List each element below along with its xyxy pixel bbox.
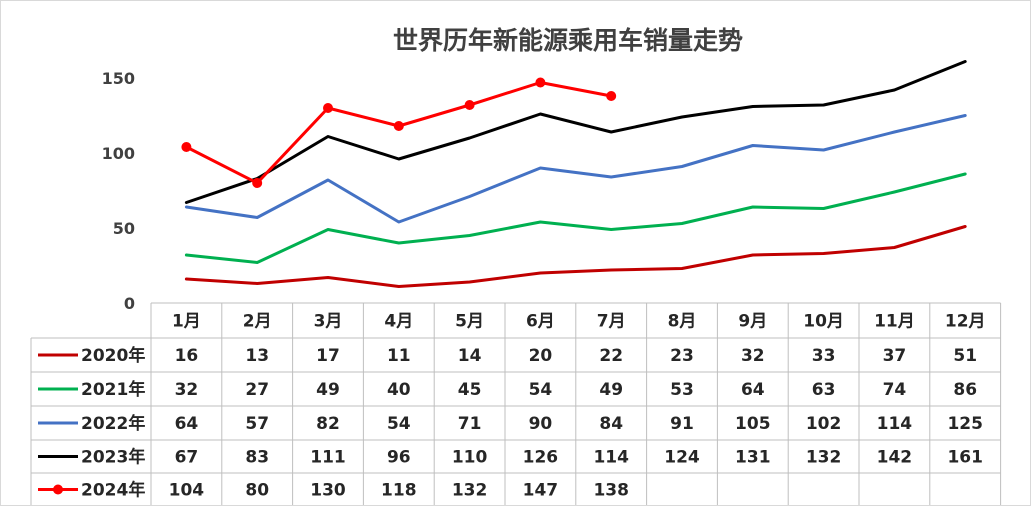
data-label: 63 [812,380,836,400]
data-label: 54 [529,380,553,400]
data-label: 111 [310,448,346,468]
category-label: 11月 [874,312,915,332]
data-label: 131 [735,448,771,468]
y-tick-label: 50 [113,219,135,238]
data-label: 126 [523,448,559,468]
data-label: 14 [458,346,482,366]
y-tick-label: 0 [124,294,135,313]
category-label: 10月 [803,312,844,332]
category-label: 3月 [314,312,343,332]
data-label: 130 [310,481,346,501]
data-label: 13 [245,346,269,366]
data-label: 118 [381,481,417,501]
chart-title: 世界历年新能源乘用车销量走势 [393,26,743,55]
category-label: 12月 [945,312,986,332]
data-label: 138 [593,481,629,501]
data-label: 82 [316,414,340,434]
series-point [393,121,404,131]
data-label: 17 [316,346,340,366]
series-point [323,103,333,113]
series-point [252,178,263,188]
data-label: 90 [529,414,553,434]
data-label: 49 [316,380,340,400]
data-label: 64 [741,380,765,400]
data-label: 80 [245,481,269,501]
data-label: 64 [175,414,199,434]
data-label: 74 [883,380,907,400]
series-point [606,91,617,101]
legend-label: 2022年 [81,413,145,434]
data-label: 22 [599,346,623,366]
data-label: 33 [812,346,836,366]
category-label: 1月 [172,312,201,332]
data-label: 83 [245,448,269,468]
data-label: 161 [947,448,983,468]
data-label: 147 [523,481,559,501]
series-point [464,100,475,110]
category-label: 7月 [597,312,626,332]
category-label: 5月 [455,312,484,332]
legend-label: 2023年 [81,447,145,468]
data-label: 32 [741,346,765,366]
category-label: 4月 [384,312,413,332]
data-label: 142 [877,448,913,468]
data-label: 40 [387,380,411,400]
data-label: 132 [452,481,488,501]
data-label: 110 [452,448,488,468]
y-axis: 0 50 100 150 [102,69,135,313]
data-label: 71 [458,414,482,434]
series-point [181,142,192,152]
y-tick-label: 100 [102,144,135,163]
data-label: 124 [664,448,700,468]
data-label: 16 [175,346,199,366]
data-label: 102 [806,414,842,434]
series-point [535,77,546,88]
data-label: 86 [953,380,977,400]
data-label: 54 [387,414,411,434]
data-label: 49 [599,380,623,400]
data-label: 114 [877,414,913,434]
legend-label: 2020年 [81,345,145,366]
legend-label: 2021年 [81,379,145,400]
data-label: 45 [458,380,482,400]
y-tick-label: 150 [102,69,135,88]
data-label: 114 [593,448,629,468]
series-line-1 [184,172,967,264]
series-line-3 [184,60,967,204]
category-label: 2月 [243,312,272,332]
data-label: 53 [670,380,694,400]
data-label: 23 [670,346,694,366]
data-label: 91 [670,414,694,434]
data-label: 51 [953,346,977,366]
data-label: 57 [245,414,269,434]
category-label: 6月 [526,312,555,332]
data-label: 125 [947,414,983,434]
data-label: 11 [387,346,411,366]
series-line-0 [184,225,967,288]
series-line-2 [184,114,967,224]
data-label: 20 [529,346,553,366]
plot-lines [181,60,967,288]
data-label: 32 [175,380,199,400]
data-label: 104 [169,481,205,501]
data-label: 37 [883,346,907,366]
data-label: 27 [245,380,269,400]
legend-label: 2024年 [81,480,145,501]
data-label: 96 [387,448,411,468]
data-label: 67 [175,448,199,468]
data-label: 132 [806,448,842,468]
data-label: 105 [735,414,771,434]
category-label: 8月 [668,312,697,332]
legend-marker [53,484,63,495]
data-label: 84 [599,414,623,434]
category-label: 9月 [738,312,767,332]
